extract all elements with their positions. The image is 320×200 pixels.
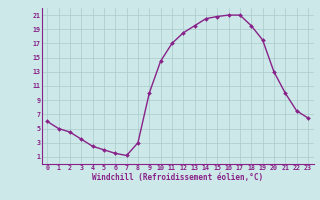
X-axis label: Windchill (Refroidissement éolien,°C): Windchill (Refroidissement éolien,°C) [92, 173, 263, 182]
